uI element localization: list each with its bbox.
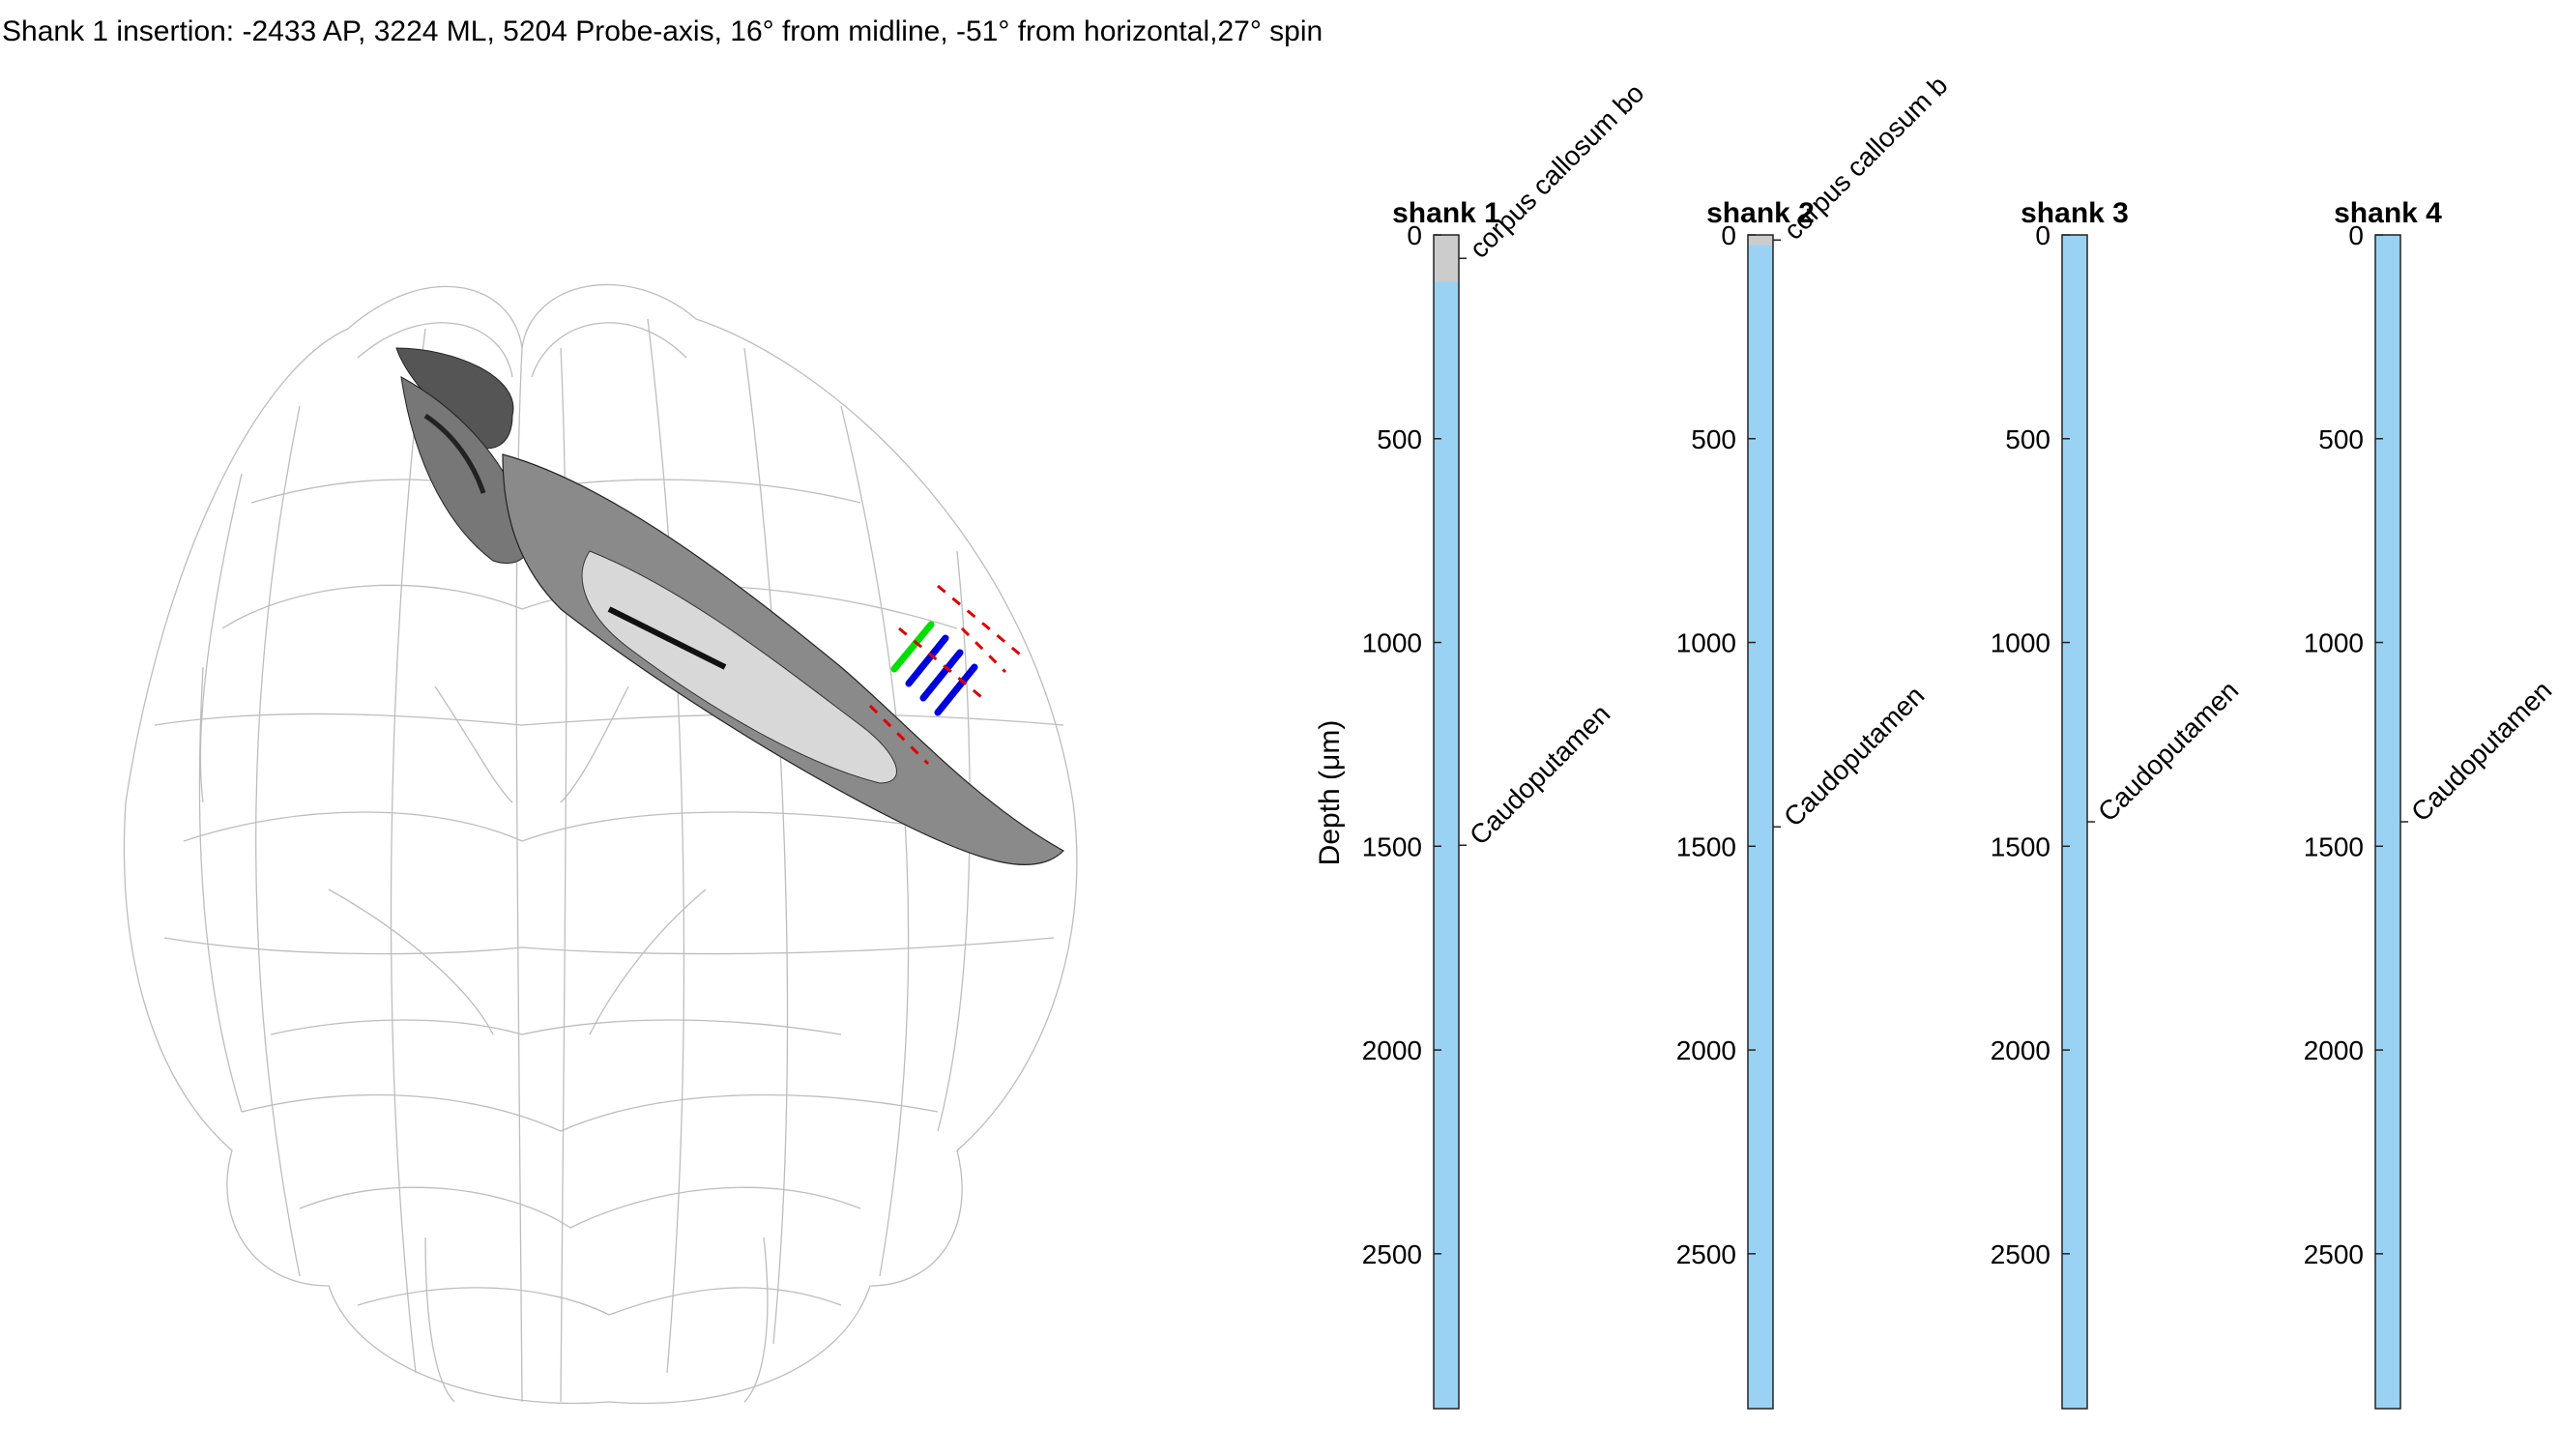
shank-4-title: shank 4 <box>2334 197 2442 229</box>
y-tick-label: 2000 <box>1362 1035 1422 1065</box>
shank-panel-4: 0 500 1000 1500 2000 2500 shank 4 Caudoputamen <box>2304 197 2557 1410</box>
y-tick-label: 2500 <box>1676 1239 1736 1269</box>
region-label: Caudoputamen <box>2405 675 2557 827</box>
shank-3-segment-1 <box>2062 235 2087 1409</box>
y-tick-label: 1000 <box>1362 628 1422 658</box>
y-tick-label: 0 <box>1407 220 1422 250</box>
y-tick-label: 1500 <box>1676 831 1736 861</box>
shank-2-frame <box>1747 234 1774 1410</box>
probe-shank-1 <box>890 621 935 673</box>
shank-2-title: shank 2 <box>1706 197 1815 229</box>
probe-shank-3 <box>919 649 964 702</box>
region-label: corpus callosum b <box>1778 70 1953 245</box>
shank-1-segment-1 <box>1434 235 1459 282</box>
y-tick-label: 0 <box>2035 220 2050 250</box>
shank-1-title: shank 1 <box>1392 197 1500 229</box>
y-tick-label: 2500 <box>1362 1239 1422 1269</box>
y-tick-label: 2000 <box>1991 1035 2050 1065</box>
probe-shank-4 <box>934 663 978 716</box>
y-tick-label: 0 <box>2348 220 2364 250</box>
region-label: Caudoputamen <box>1778 681 1930 832</box>
probe-shank-2 <box>905 634 949 687</box>
shank-panel-3: 0 500 1000 1500 2000 2500 shank 3 Caudoputamen <box>1991 197 2244 1410</box>
y-tick-label: 2500 <box>2304 1239 2364 1269</box>
brain-slice-section <box>395 347 1064 865</box>
shank-3-title: shank 3 <box>2021 197 2129 229</box>
brain-3d-render[interactable] <box>106 261 1170 1421</box>
page-title: Shank 1 insertion: -2433 AP, 3224 ML, 52… <box>2 15 1323 47</box>
probe-boundary-markers <box>868 584 1026 766</box>
y-tick-label: 500 <box>1691 424 1736 454</box>
shank-1-segment-2 <box>1434 281 1459 1409</box>
shank-4-segment-1 <box>2375 235 2400 1409</box>
y-tick-label: 2000 <box>2304 1035 2364 1065</box>
y-tick-label: 1500 <box>1362 831 1422 861</box>
region-label: Caudoputamen <box>1464 699 1615 851</box>
shank-1-frame <box>1433 234 1460 1410</box>
shank-2-segment-2 <box>1748 245 1773 1409</box>
y-axis-label: Depth (μm) <box>1314 720 1346 866</box>
y-tick-label: 2500 <box>1991 1239 2050 1269</box>
y-tick-label: 2000 <box>1676 1035 1736 1065</box>
probe-shanks <box>890 621 978 716</box>
region-label: corpus callosum bo <box>1464 77 1649 263</box>
y-tick-label: 1000 <box>2304 628 2364 658</box>
region-label: Caudoputamen <box>2092 675 2244 827</box>
y-tick-label: 0 <box>1721 220 1736 250</box>
y-tick-label: 1500 <box>1991 831 2050 861</box>
y-tick-label: 1000 <box>1991 628 2050 658</box>
y-tick-label: 500 <box>1377 424 1422 454</box>
y-tick-label: 500 <box>2318 424 2364 454</box>
shank-2-segment-1 <box>1748 235 1773 246</box>
y-tick-label: 1500 <box>2304 831 2364 861</box>
y-tick-label: 500 <box>2005 424 2050 454</box>
y-tick-label: 1000 <box>1676 628 1736 658</box>
